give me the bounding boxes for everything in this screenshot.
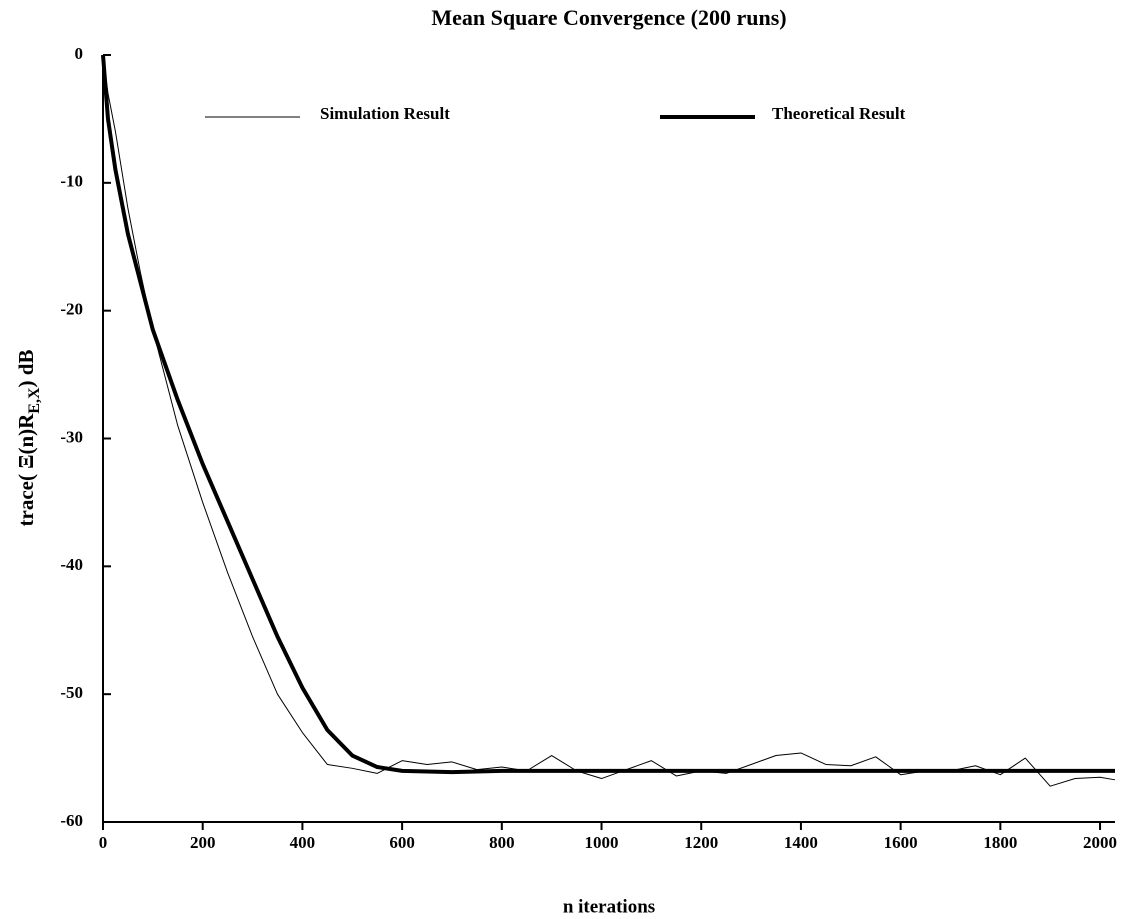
- legend-label: Simulation Result: [320, 104, 450, 123]
- x-tick-label: 1600: [884, 833, 918, 852]
- y-tick-label: -50: [60, 683, 83, 702]
- chart-title: Mean Square Convergence (200 runs): [431, 5, 786, 30]
- y-tick-label: -20: [60, 300, 83, 319]
- x-tick-label: 1000: [585, 833, 619, 852]
- y-tick-label: -40: [60, 555, 83, 574]
- x-axis-label: n iterations: [563, 896, 655, 917]
- legend-label: Theoretical Result: [772, 104, 906, 123]
- x-tick-label: 600: [389, 833, 415, 852]
- x-tick-label: 1400: [784, 833, 818, 852]
- y-axis-label: trace( Ξ(n)RE,X) dB: [14, 350, 43, 527]
- y-tick-label: -60: [60, 811, 83, 830]
- series-line: [102, 54, 1116, 787]
- x-tick-label: 400: [290, 833, 316, 852]
- y-tick-label: 0: [75, 44, 84, 63]
- x-tick-label: 1800: [983, 833, 1017, 852]
- y-axis-label-end: ) dB: [14, 350, 38, 388]
- y-tick-label: -30: [60, 427, 83, 446]
- x-tick-label: 1200: [684, 833, 718, 852]
- x-tick-label: 800: [489, 833, 515, 852]
- y-tick-label: -10: [60, 172, 83, 191]
- series-line: [101, 54, 1115, 775]
- x-tick-label: 200: [190, 833, 216, 852]
- y-axis-label-sub: E,X: [26, 387, 43, 414]
- y-axis-label-main: trace( Ξ(n)R: [14, 413, 38, 527]
- x-tick-label: 2000: [1083, 833, 1117, 852]
- x-tick-label: 0: [99, 833, 108, 852]
